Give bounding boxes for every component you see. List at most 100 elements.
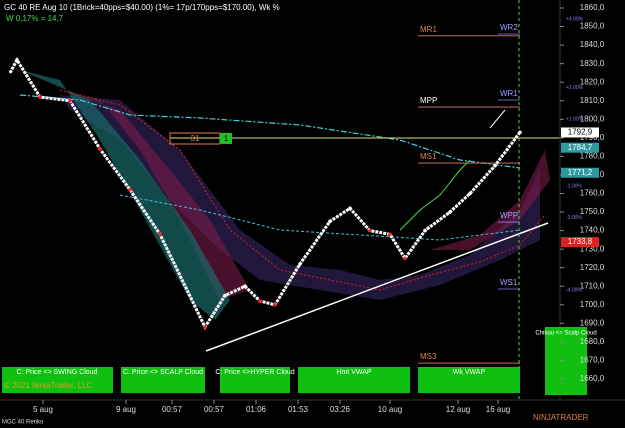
- x-tick-label: 00:57: [204, 405, 225, 414]
- y-tick-label: 1730,0: [580, 244, 605, 253]
- cloud: [60, 95, 540, 300]
- subtitle: W 0,17% = 14,7: [6, 14, 64, 23]
- y-tick-label: 1700,0: [580, 300, 605, 309]
- pivot-label: WR2: [500, 23, 518, 32]
- y-tick-label: 1800,0: [580, 114, 605, 123]
- projection-line: [399, 159, 471, 231]
- buttons: C: Price <> SWING Cloud C: Price <> SCAL…: [2, 327, 597, 395]
- pivot-brick: [328, 219, 332, 224]
- cloud: [20, 70, 230, 320]
- button-label: Wk VWAP: [453, 369, 486, 376]
- instrument: MGC 40 Renko: [2, 420, 44, 426]
- pivot-label: MPP: [420, 96, 437, 105]
- vwap-line: [19, 94, 521, 169]
- counter-text: 1: [224, 134, 229, 143]
- price-tag: [561, 167, 599, 178]
- chart-title: GC 40 RE Aug 10 (1Brick=40pps=$40.00) (1…: [4, 3, 280, 12]
- x-tick-label: 10 aug: [378, 405, 402, 414]
- button[interactable]: [121, 367, 205, 393]
- price-tag-label: 1733,8: [568, 237, 593, 246]
- button-label: C: Price <> SCALP Cloud: [123, 369, 203, 376]
- button-label: Hmt VWAP: [336, 369, 371, 376]
- pivot-label: MS3: [420, 352, 437, 361]
- y-tick-label: 1660,0: [580, 374, 605, 383]
- pivot-brick: [368, 228, 372, 233]
- pivot-label: WR1: [500, 89, 518, 98]
- pivot-brick: [468, 191, 472, 196]
- pivot-label: MR1: [420, 25, 437, 34]
- pivot-brick: [493, 163, 497, 168]
- counter-text: 31: [191, 134, 200, 143]
- pivot-brick: [128, 187, 132, 192]
- button-label: C: Price <> SWING Cloud: [17, 369, 98, 376]
- pivot-brick: [348, 206, 352, 211]
- pivot-brick: [423, 228, 427, 233]
- pivot-label: WPP: [500, 211, 518, 220]
- pivot-brick: [68, 98, 72, 103]
- y-tick-label: 1860,0: [580, 3, 605, 12]
- y-tick-label: 1760,0: [580, 189, 605, 198]
- vwap-line: [119, 194, 521, 241]
- button-label: Chikou <> Scalp Cloud: [535, 331, 596, 337]
- pivot-brick: [38, 95, 42, 99]
- price-tag-label: 1792,9: [568, 128, 593, 137]
- pivot-brick: [243, 284, 247, 289]
- x-tick-label: 03:26: [330, 405, 351, 414]
- button[interactable]: [2, 367, 113, 393]
- button[interactable]: [298, 367, 410, 393]
- pivot-brick: [98, 147, 102, 151]
- pivot-brick: [203, 325, 207, 329]
- pivot-brick: [518, 130, 522, 135]
- y-tick-label: 1810,0: [580, 96, 605, 105]
- pivot-label: MS1: [420, 152, 437, 161]
- y-tick-label: 1840,0: [580, 40, 605, 49]
- x-tick-label: 5 aug: [33, 405, 53, 414]
- trend-line: [205, 222, 549, 352]
- button-label: C: Price <>HYPER Cloud: [215, 369, 294, 376]
- pivot-brick: [158, 232, 162, 237]
- y-tick-label: 1670,0: [580, 356, 605, 365]
- x-tick-label: 12 aug: [446, 405, 470, 414]
- button[interactable]: [418, 367, 520, 393]
- y-tick-label: 1740,0: [580, 226, 605, 235]
- y-tick-label: 1820,0: [580, 77, 605, 86]
- price-tag-label: 1784,7: [568, 143, 593, 152]
- y-tick-label: 1680,0: [580, 337, 605, 346]
- pivot-brick: [448, 210, 452, 214]
- percent-label: +2.00%: [566, 85, 584, 91]
- pivot-brick: [223, 293, 227, 298]
- y-tick-label: 1720,0: [580, 263, 605, 272]
- counter-box: [220, 133, 232, 144]
- x-tick-label: 01:53: [288, 405, 309, 414]
- y-tick-label: 1780,0: [580, 152, 605, 161]
- cloud: [430, 150, 550, 250]
- x-tick-label: 16 aug: [486, 405, 510, 414]
- arrow: [489, 109, 506, 129]
- price-tag: [561, 142, 599, 153]
- pivot-brick: [298, 262, 302, 266]
- y-tick-label: 1710,0: [580, 281, 605, 290]
- price-tag-label: 1771,2: [568, 168, 593, 177]
- logo: NINJATRADER: [533, 413, 589, 422]
- percent-label: -1.00%: [566, 183, 582, 189]
- pivot-brick: [403, 256, 407, 261]
- y-tick-label: 1850,0: [580, 22, 605, 31]
- x-tick-label: 01:06: [246, 405, 267, 414]
- pivot-brick: [273, 303, 277, 307]
- pivot-label: WS1: [500, 278, 518, 287]
- pivot-brick: [388, 232, 392, 237]
- copyright: © 2021 NinjaTrader, LLC: [4, 381, 93, 390]
- price-tag: [561, 237, 599, 248]
- y-tick-label: 1690,0: [580, 318, 605, 327]
- button[interactable]: [545, 327, 587, 395]
- percent-label: -4.00%: [566, 287, 582, 293]
- x-tick-label: 00:57: [162, 405, 183, 414]
- price-tag: [561, 127, 599, 138]
- pivot-brick: [258, 299, 262, 303]
- button[interactable]: [220, 367, 290, 393]
- x-tick-label: 9 aug: [116, 405, 136, 414]
- y-tick-label: 1830,0: [580, 59, 605, 68]
- percent-label: +4.00%: [566, 16, 584, 22]
- percent-label: -2.00%: [566, 215, 582, 221]
